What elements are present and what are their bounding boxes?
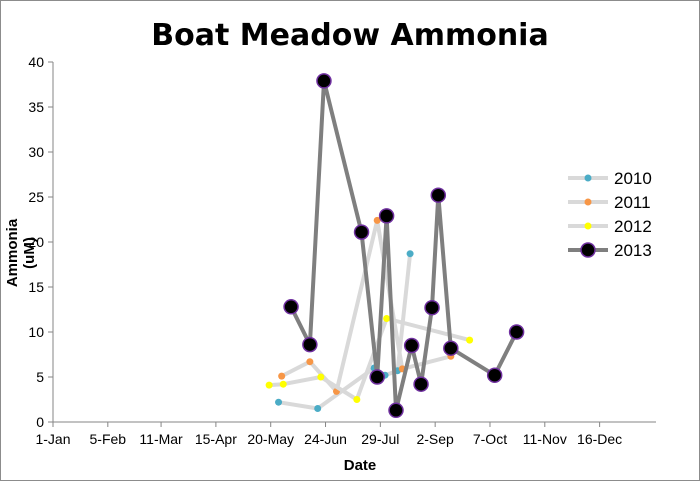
series-2012-point: [279, 380, 287, 388]
y-tick-label: 30: [28, 144, 44, 160]
x-tick-label: 7-Oct: [473, 431, 507, 447]
x-axis-label: Date: [343, 457, 377, 474]
series-2011-point: [278, 372, 286, 380]
series-2013-point: [486, 367, 503, 383]
x-tick-label: 29-Jul: [361, 431, 399, 447]
series-2013-point: [413, 376, 429, 392]
legend-2012-label: 2012: [614, 217, 652, 236]
series-2013-point: [316, 73, 332, 89]
series-2013-point: [283, 299, 299, 315]
legend-2012-marker: [584, 222, 592, 230]
series-2013-point: [403, 337, 420, 354]
series-2013-point: [353, 224, 370, 240]
series-2012-point: [353, 396, 361, 403]
series-2010-point: [314, 405, 322, 412]
series-2013-point: [378, 208, 395, 224]
series-2010-point: [275, 398, 283, 406]
y-tick-label: 15: [28, 279, 44, 295]
series-2013-point: [388, 402, 404, 419]
legend-2010-marker: [584, 174, 592, 182]
legend-2013-marker: [580, 242, 596, 258]
x-tick-label: 1-Jan: [35, 431, 70, 447]
series-2013-point: [443, 340, 459, 356]
series-2010-point: [406, 250, 414, 258]
series-2013-point: [508, 324, 525, 340]
x-tick-label: 15-Apr: [195, 431, 237, 447]
x-tick-label: 20-May: [247, 431, 294, 447]
series-2011-point: [373, 216, 381, 224]
x-tick-label: 2-Sep: [416, 431, 454, 447]
chart-title: Boat Meadow Ammonia: [151, 18, 549, 53]
y-tick-label: 40: [28, 54, 44, 70]
y-tick-label: 25: [28, 189, 44, 205]
series-2012-point: [466, 336, 474, 344]
legend-2013-label: 2013: [614, 241, 652, 260]
legend-2010-label: 2010: [614, 169, 652, 188]
series-2013-point: [430, 187, 447, 203]
legend-2011-label: 2011: [614, 193, 651, 212]
x-tick-label: 5-Feb: [90, 431, 127, 447]
y-axis-label: Ammonia (uM): [4, 218, 38, 288]
x-tick-label: 16-Dec: [577, 431, 622, 447]
y-tick-label: 10: [28, 324, 44, 340]
legend-2011-marker: [584, 198, 592, 206]
series-2011-point: [306, 358, 314, 366]
series-2013-point: [424, 299, 440, 316]
series-2012-point: [383, 315, 391, 322]
series-2013-point: [369, 369, 385, 385]
series-2011-line: [279, 218, 453, 394]
series-2012-point: [317, 373, 325, 381]
series-2012-point: [265, 381, 273, 389]
x-tick-label: 11-Nov: [523, 431, 567, 447]
series-2013-line: [289, 78, 519, 413]
x-tick-label: 24-Jun: [304, 431, 347, 447]
y-tick-label: 5: [36, 369, 44, 385]
y-tick-label: 35: [28, 99, 44, 115]
y-tick-label: 0: [36, 414, 44, 430]
x-tick-label: 11-Mar: [139, 431, 183, 447]
y-tick-label: 20: [28, 234, 44, 250]
series-2013-point: [302, 336, 318, 353]
